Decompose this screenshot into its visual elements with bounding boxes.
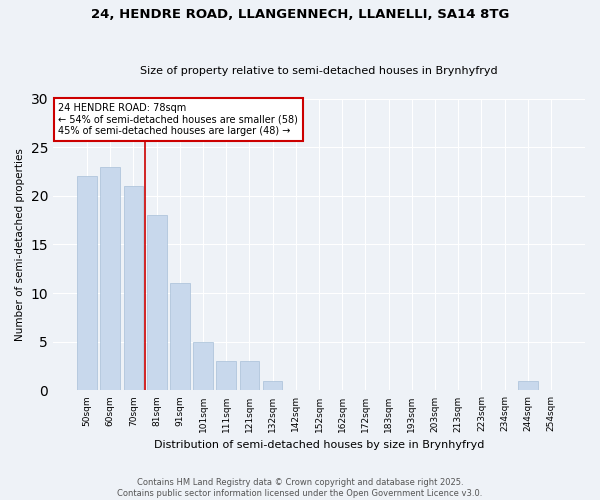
X-axis label: Distribution of semi-detached houses by size in Brynhyfryd: Distribution of semi-detached houses by … (154, 440, 484, 450)
Bar (217, 361, 236, 390)
Bar (77, 176, 97, 390)
Text: 24, HENDRE ROAD, LLANGENNECH, LLANELLI, SA14 8TG: 24, HENDRE ROAD, LLANGENNECH, LLANELLI, … (91, 8, 509, 20)
Bar (239, 361, 259, 390)
Title: Size of property relative to semi-detached houses in Brynhyfryd: Size of property relative to semi-detach… (140, 66, 498, 76)
Y-axis label: Number of semi-detached properties: Number of semi-detached properties (15, 148, 25, 341)
Bar (518, 380, 538, 390)
Bar (170, 284, 190, 391)
Bar (193, 342, 213, 390)
Text: Contains HM Land Registry data © Crown copyright and database right 2025.
Contai: Contains HM Land Registry data © Crown c… (118, 478, 482, 498)
Bar (124, 186, 143, 390)
Bar (100, 166, 120, 390)
Bar (263, 380, 283, 390)
Text: 24 HENDRE ROAD: 78sqm
← 54% of semi-detached houses are smaller (58)
45% of semi: 24 HENDRE ROAD: 78sqm ← 54% of semi-deta… (58, 103, 298, 136)
Bar (147, 216, 167, 390)
